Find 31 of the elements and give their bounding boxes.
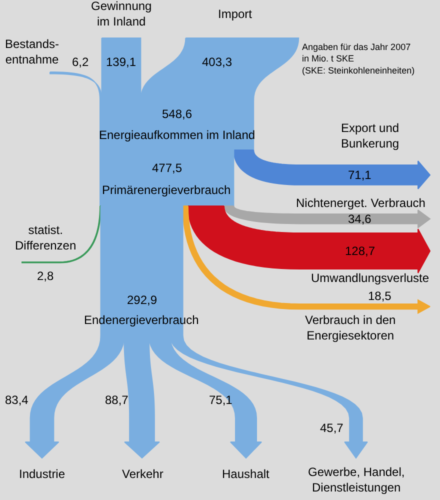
category-label: Gewerbe, Handel, Dienstleistungen <box>308 465 405 495</box>
category-label: Export und Bunkerung <box>341 121 400 151</box>
category-label: Industrie <box>19 467 66 481</box>
category-label: statist. Differenzen <box>15 223 76 253</box>
category-label: Verbrauch in den Energiesektoren <box>305 313 396 343</box>
data-label: 6,2 <box>72 55 90 69</box>
data-label: 18,5 <box>368 289 392 303</box>
data-label: 139,1 <box>106 55 136 69</box>
category-label: Energieaufkommen im Inland <box>99 128 256 142</box>
category-label: Gewinnung im Inland <box>91 0 152 29</box>
data-label: 83,4 <box>5 393 29 407</box>
category-label: Import <box>218 7 253 21</box>
category-label: Umwandlungsverluste <box>311 271 430 285</box>
category-label: Endenergieverbrauch <box>84 313 199 327</box>
category-label: Nichtenerget. Verbrauch <box>296 196 426 210</box>
category-label: Primärenergieverbrauch <box>102 183 231 197</box>
data-label: 75,1 <box>209 393 233 407</box>
data-label: 548,6 <box>162 107 192 121</box>
data-label: 292,9 <box>127 293 158 307</box>
category-label: Bestands- entnahme <box>5 37 60 67</box>
data-label: 128,7 <box>345 244 376 258</box>
text: Angaben für das Jahr 2007 in Mio. t SKE (SKE: Steinkohleneinheiten) <box>302 42 415 76</box>
category-label: Haushalt <box>222 467 270 481</box>
data-label: 477,5 <box>152 161 182 175</box>
data-label: 88,7 <box>105 393 129 407</box>
data-label: 71,1 <box>348 168 372 182</box>
data-label: 403,3 <box>202 55 232 69</box>
data-label: 2,8 <box>37 269 54 283</box>
category-label: Verkehr <box>122 467 164 481</box>
data-label: 45,7 <box>320 421 344 435</box>
data-label: 34,6 <box>348 212 372 226</box>
